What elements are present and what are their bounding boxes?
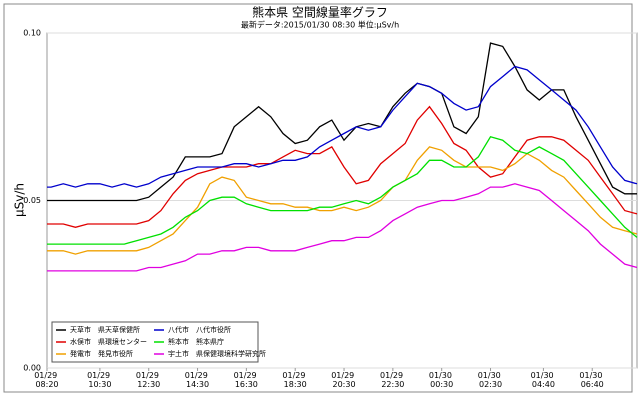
x-tick-label: 01/29 12:30 (136, 371, 162, 389)
x-tick-label: 01/30 00:30 (429, 371, 455, 389)
x-tick-label: 01/29 10:30 (87, 371, 113, 389)
x-tick-label: 01/29 22:30 (380, 371, 406, 389)
y-tick-label: 0.00 (23, 364, 41, 373)
series-line (47, 136, 638, 245)
series-line (47, 42, 637, 202)
y-tick-label: 0.10 (23, 29, 41, 38)
series-line (47, 146, 638, 255)
legend-label: 天草市 県天草保健所 (70, 325, 140, 334)
legend-label: 宇土市 県保健環境科学研究所 (168, 349, 266, 358)
legend-label: 発電市 発見市役所 (70, 349, 133, 358)
y-axis-label: μSv/h (13, 183, 27, 217)
legend-label: 八代市 八代市役所 (168, 325, 231, 334)
chart-subtitle: 最新データ:2015/01/30 08:30 単位:μSv/h (241, 20, 399, 30)
x-tick-label: 01/29 14:30 (185, 371, 211, 389)
series-line (47, 65, 638, 188)
legend-label: 熊本市 熊本県庁 (168, 337, 224, 346)
x-tick-label: 01/29 20:30 (331, 371, 357, 389)
x-tick-label: 01/30 02:30 (478, 371, 504, 389)
x-tick-label: 01/29 08:20 (34, 371, 60, 389)
series-line (47, 105, 638, 228)
chart-title: 熊本県 空間線量率グラフ (252, 5, 388, 20)
series-line (47, 183, 638, 272)
y-tick-label: 0.05 (23, 196, 41, 205)
x-tick-label: 01/29 16:30 (234, 371, 260, 389)
x-tick-label: 01/30 06:40 (579, 371, 605, 389)
legend-label: 水俣市 県環境センター (70, 337, 147, 346)
x-tick-label: 01/30 04:40 (531, 371, 557, 389)
x-tick-label: 01/29 18:30 (282, 371, 308, 389)
